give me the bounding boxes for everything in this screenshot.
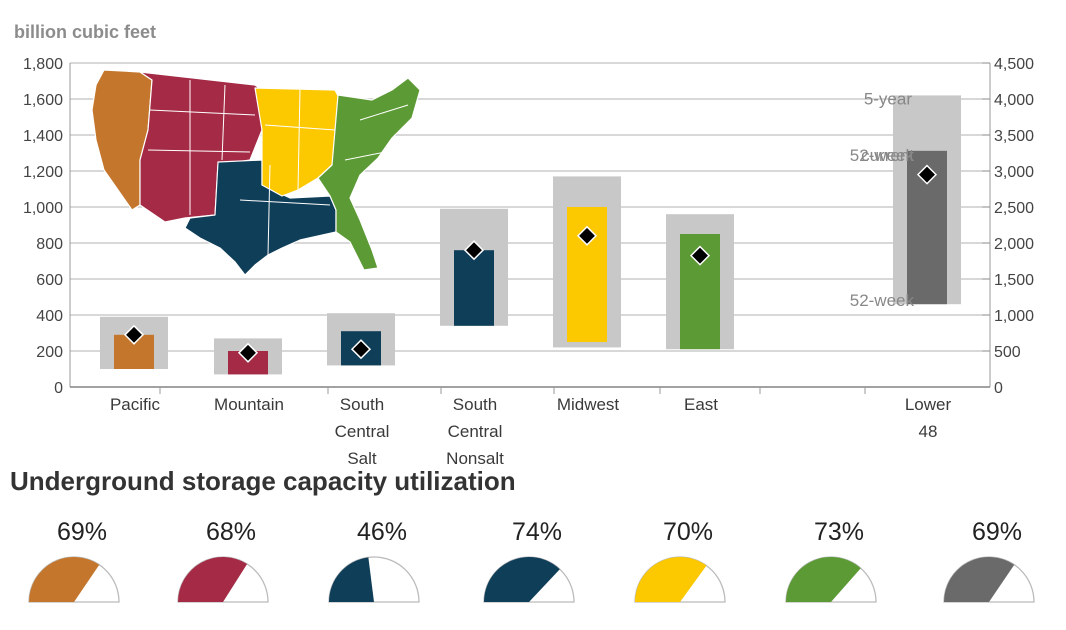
category-label: 48	[919, 422, 938, 441]
category-labels: Pacific Mountain South Central Salt South Cent…	[110, 395, 952, 468]
y-tick-label: 1,000	[23, 200, 63, 217]
gauge-percent-label: 68%	[206, 518, 256, 546]
map-state-boundary	[221, 84, 226, 161]
map-state-boundary	[264, 124, 336, 131]
y2-tick-label: 0	[994, 380, 1003, 397]
y-tick-label: 1,400	[23, 128, 63, 145]
y-tick-label: 200	[36, 344, 63, 361]
gauge-fill	[484, 557, 560, 602]
category-label: Mountain	[214, 395, 284, 414]
y-tick-label: 400	[36, 308, 63, 325]
map-state-boundary	[267, 164, 271, 256]
bar-series	[100, 95, 961, 375]
category-label: South	[453, 395, 497, 414]
y2-tick-label: 1,500	[994, 272, 1034, 289]
category-label: Central	[335, 422, 390, 441]
y2-tick-label: 4,500	[994, 56, 1034, 73]
category-label: Central	[448, 422, 503, 441]
y-tick-label: 1,600	[23, 92, 63, 109]
range-annotation: 5-year	[864, 89, 913, 108]
y-tick-label: 600	[36, 272, 63, 289]
gauge-fill	[944, 557, 1015, 602]
y2-tick-label: 500	[994, 344, 1021, 361]
current-level-marker	[916, 164, 938, 185]
y2-tick-label: 3,000	[994, 164, 1034, 181]
category-label: East	[684, 395, 718, 414]
y2-tick-label: 4,000	[994, 92, 1034, 109]
y2-tick-label: 2,500	[994, 200, 1034, 217]
map-state-boundary	[297, 89, 301, 191]
gauge-fill	[29, 557, 100, 602]
range-annotation: 52-week	[850, 291, 915, 310]
map-region-south-central	[184, 159, 337, 276]
y-tick-label: 1,200	[23, 164, 63, 181]
gauge-percent-label: 70%	[663, 518, 713, 546]
range-annotation: current	[861, 146, 914, 165]
gauge-fill	[786, 557, 861, 602]
category-label: South	[340, 395, 384, 414]
range-annotation: 52-week	[850, 146, 915, 165]
map-state-boundary	[149, 109, 256, 116]
utilization-gauges: 69% 68% 46% 74% 70% 73% 69%	[28, 518, 1035, 603]
current-level-marker	[689, 245, 711, 266]
utilization-title: Underground storage capacity utilization	[10, 466, 516, 496]
y2-tick-label: 2,000	[994, 236, 1034, 253]
y2-tick-label: 1,000	[994, 308, 1034, 325]
y-tick-label: 0	[54, 380, 63, 397]
category-label: Pacific	[110, 395, 161, 414]
y-tick-label: 800	[36, 236, 63, 253]
gauge-percent-label: 46%	[357, 518, 407, 546]
category-label: Nonsalt	[446, 449, 504, 468]
map-region-east	[317, 77, 421, 271]
map-state-boundary	[239, 199, 331, 206]
gauge-fill	[635, 556, 707, 602]
current-level-marker	[123, 324, 145, 345]
category-label: Midwest	[557, 395, 620, 414]
gauge-percent-label: 74%	[512, 518, 562, 546]
map-state-boundary	[359, 104, 409, 121]
map-state-boundary	[344, 149, 396, 161]
axes: 0 200 400 600 800 1,000 1,200 1,400 1,600 1,800 0 5…	[23, 56, 1034, 397]
fifty-two-week-range-bar	[454, 250, 494, 326]
gauge-fill	[178, 557, 248, 602]
gauge-percent-label: 69%	[972, 518, 1022, 546]
gauge-fill	[329, 557, 374, 602]
current-level-marker	[463, 240, 485, 261]
gauge-percent-label: 73%	[814, 518, 864, 546]
category-label: Lower	[905, 395, 952, 414]
us-region-map	[91, 69, 421, 276]
current-level-marker	[350, 339, 372, 360]
category-label: Salt	[347, 449, 377, 468]
y-tick-label: 1,800	[23, 56, 63, 73]
current-level-marker	[576, 225, 598, 246]
map-state-boundary	[147, 149, 251, 153]
current-level-marker	[237, 342, 259, 363]
y2-tick-label: 3,500	[994, 128, 1034, 145]
y-axis-unit-label: billion cubic feet	[14, 22, 156, 42]
gauge-percent-label: 69%	[57, 518, 107, 546]
